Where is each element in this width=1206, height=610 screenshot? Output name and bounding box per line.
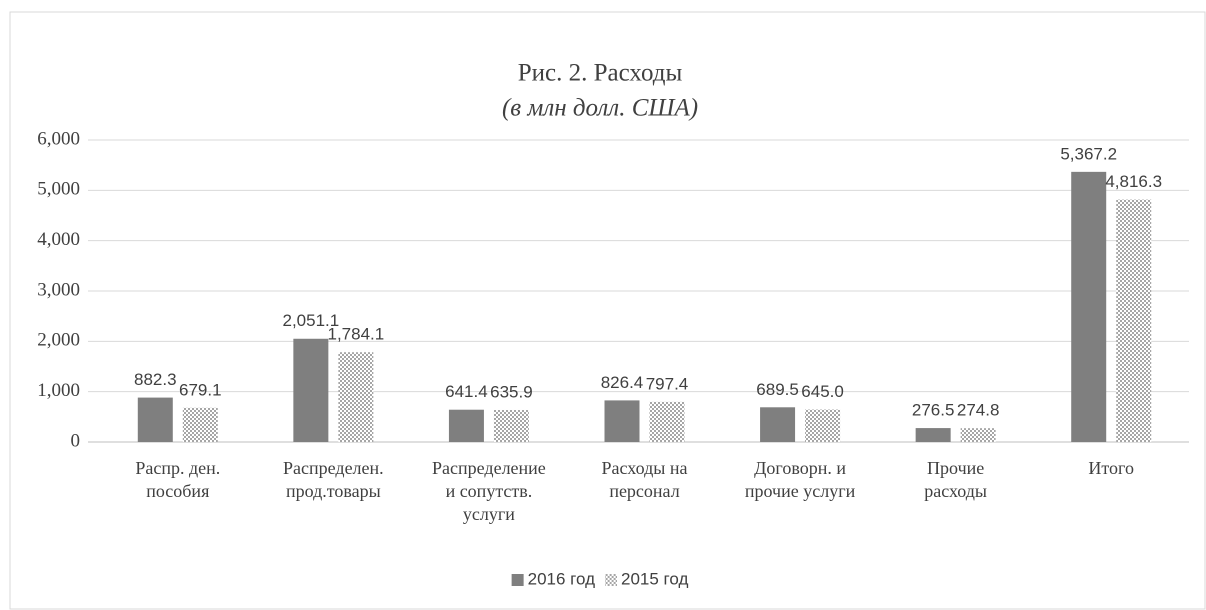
x-tick-label: пособия (146, 481, 209, 501)
bar (137, 397, 173, 442)
data-label: 276.5 (912, 401, 955, 420)
x-tick-label: Распределен. (283, 458, 384, 478)
x-tick-label: персонал (609, 481, 679, 501)
bar (649, 401, 685, 442)
data-label: 641.4 (445, 382, 488, 401)
data-label: 826.4 (601, 373, 644, 392)
data-label: 679.1 (179, 380, 222, 399)
legend-label: 2015 год (621, 569, 688, 588)
x-tick-label: прод.товары (286, 481, 381, 501)
y-tick-label: 1,000 (37, 380, 80, 401)
bar (1116, 199, 1152, 442)
x-tick-label: Итого (1088, 458, 1134, 478)
bar (805, 409, 841, 442)
y-tick-label: 3,000 (37, 279, 80, 300)
bar (915, 428, 951, 442)
y-tick-label: 0 (71, 430, 81, 451)
bar (338, 352, 374, 442)
data-label: 797.4 (646, 374, 689, 393)
bar (960, 428, 996, 442)
bar (448, 409, 484, 442)
legend-label: 2016 год (528, 569, 595, 588)
data-label: 2,051.1 (282, 311, 339, 330)
data-label: 645.0 (801, 382, 844, 401)
bar (293, 338, 329, 442)
legend-swatch (511, 574, 524, 586)
x-tick-label: прочие услуги (745, 481, 856, 501)
chart-subtitle: (в млн долл. США) (502, 95, 698, 122)
bar (1071, 171, 1107, 442)
chart-border (9, 11, 1206, 610)
data-label: 635.9 (490, 382, 533, 401)
bar (760, 407, 796, 442)
legend-item: 2016 год (511, 569, 595, 588)
bar (493, 409, 529, 442)
x-tick-label: расходы (924, 481, 987, 501)
data-label: 4,816.3 (1105, 172, 1162, 191)
x-tick-label: Прочие (927, 458, 984, 478)
y-tick-label: 6,000 (37, 128, 80, 149)
x-tick-label: Распр. ден. (135, 458, 220, 478)
legend-swatch (605, 574, 617, 586)
x-tick-label: услуги (463, 504, 515, 524)
data-label: 689.5 (756, 380, 799, 399)
chart-title: Рис. 2. Расходы (518, 60, 683, 87)
x-tick-label: Распределение (432, 458, 546, 478)
x-tick-label: Расходы на (602, 458, 688, 478)
legend-item: 2015 год (605, 569, 688, 588)
y-tick-label: 2,000 (37, 330, 80, 351)
data-label: 882.3 (134, 370, 177, 389)
data-label: 274.8 (957, 401, 1000, 420)
x-tick-label: Договорн. и (754, 458, 846, 478)
x-tick-label: и сопутств. (446, 481, 533, 501)
bar (182, 407, 218, 442)
data-label: 5,367.2 (1060, 144, 1117, 163)
data-label: 1,784.1 (327, 325, 384, 344)
bar (604, 400, 640, 442)
y-tick-label: 5,000 (37, 179, 80, 200)
y-tick-label: 4,000 (37, 229, 80, 250)
